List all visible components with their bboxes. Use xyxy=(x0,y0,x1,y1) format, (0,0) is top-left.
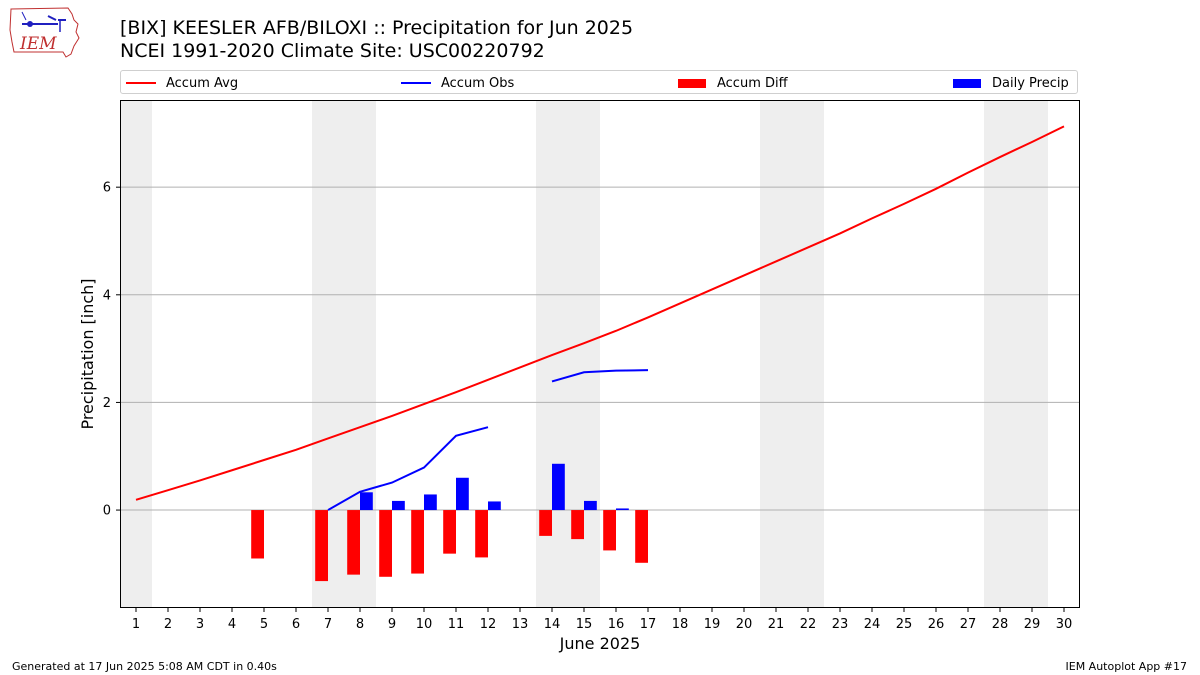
x-tick-label: 18 xyxy=(672,617,689,632)
chart-legend: Accum Avg Accum Obs Accum Diff Daily Pre… xyxy=(120,70,1078,94)
x-tick-label: 8 xyxy=(356,617,364,632)
accum-diff-bar xyxy=(539,510,552,536)
y-tick-label: 0 xyxy=(103,504,111,519)
accum-diff-bar xyxy=(411,510,424,574)
legend-swatch-daily-precip xyxy=(953,78,981,88)
y-tick-label: 2 xyxy=(103,396,111,411)
x-tick-label: 1 xyxy=(132,617,140,632)
x-tick-label: 14 xyxy=(544,617,561,632)
iem-logo: IEM xyxy=(8,6,80,58)
legend-item-accum-obs: Accum Obs xyxy=(401,74,514,92)
weekend-bands xyxy=(120,100,1048,608)
daily-precip-bar xyxy=(424,494,437,511)
accum-avg-line xyxy=(135,125,1065,501)
x-tick-label: 15 xyxy=(576,617,593,632)
accum-diff-bar xyxy=(635,510,648,563)
daily-precip-bar xyxy=(488,501,501,511)
daily-precip-bar xyxy=(392,500,405,511)
legend-item-accum-diff: Accum Diff xyxy=(678,74,788,92)
accum-diff-bar xyxy=(571,510,584,540)
autoplot-app-label: IEM Autoplot App #17 xyxy=(1065,660,1188,673)
x-tick-label: 17 xyxy=(640,617,657,632)
daily-precip-bar xyxy=(552,463,565,511)
x-tick-label: 5 xyxy=(260,617,268,632)
daily-precip-bar xyxy=(616,508,629,511)
x-tick-label: 12 xyxy=(480,617,497,632)
legend-item-accum-avg: Accum Avg xyxy=(126,74,238,92)
legend-label-accum-diff: Accum Diff xyxy=(717,75,788,91)
x-tick-label: 29 xyxy=(1024,617,1041,632)
accum-diff-bar xyxy=(251,510,264,559)
x-tick-label: 2 xyxy=(164,617,172,632)
legend-label-accum-obs: Accum Obs xyxy=(441,75,515,91)
y-tick-label: 4 xyxy=(103,288,111,303)
accum-diff-bar xyxy=(443,510,456,554)
x-tick-label: 10 xyxy=(416,617,433,632)
x-tick-label: 7 xyxy=(324,617,332,632)
weekend-band xyxy=(984,100,1048,608)
accum-diff-bar xyxy=(347,510,360,575)
iowa-map-logo-icon: IEM xyxy=(9,7,80,58)
svg-text:IEM: IEM xyxy=(19,34,57,54)
x-tick-label: 28 xyxy=(992,617,1009,632)
daily-precip-bar xyxy=(456,477,469,511)
x-tick-label: 9 xyxy=(388,617,396,632)
chart-subtitle: NCEI 1991-2020 Climate Site: USC00220792 xyxy=(120,40,545,62)
x-tick-label: 11 xyxy=(448,617,465,632)
grid-lines xyxy=(120,186,1080,511)
x-tick-label: 27 xyxy=(960,617,977,632)
legend-item-daily-precip: Daily Precip xyxy=(953,74,1069,92)
y-axis-ticks: 0 2 4 6 xyxy=(103,181,120,519)
series-lines xyxy=(135,125,1065,511)
weekend-band xyxy=(760,100,824,608)
chart-title: [BIX] KEESLER AFB/BILOXI :: Precipitatio… xyxy=(120,17,634,39)
legend-swatch-accum-obs xyxy=(401,82,431,84)
daily-precip-bars xyxy=(360,463,629,511)
x-tick-label: 30 xyxy=(1056,617,1073,632)
accum-diff-bar xyxy=(603,510,616,551)
x-tick-label: 6 xyxy=(292,617,300,632)
accum-obs-line xyxy=(551,369,649,383)
x-tick-label: 3 xyxy=(196,617,204,632)
accum-obs-line xyxy=(327,426,489,511)
x-tick-label: 22 xyxy=(800,617,817,632)
x-axis-ticks: 1 2 3 4 5 6 7 8 9 10 11 12 13 14 15 16 17 18 19 20 21 22 23 24 2… xyxy=(132,608,1072,632)
legend-swatch-accum-avg xyxy=(126,82,156,84)
x-tick-label: 13 xyxy=(512,617,529,632)
accum-diff-bar xyxy=(315,510,328,582)
accum-diff-bars xyxy=(251,510,648,582)
daily-precip-bar xyxy=(584,500,597,511)
x-tick-label: 4 xyxy=(228,617,236,632)
x-tick-label: 21 xyxy=(768,617,785,632)
x-tick-label: 25 xyxy=(896,617,913,632)
y-tick-label: 6 xyxy=(103,181,111,196)
plot-frame xyxy=(120,100,1080,608)
x-axis-label: June 2025 xyxy=(559,634,641,653)
generated-timestamp: Generated at 17 Jun 2025 5:08 AM CDT in … xyxy=(12,660,277,673)
y-axis-label: Precipitation [inch] xyxy=(78,278,97,429)
accum-diff-bar xyxy=(379,510,392,577)
legend-label-accum-avg: Accum Avg xyxy=(166,75,239,91)
legend-swatch-accum-diff xyxy=(678,78,706,88)
x-tick-label: 16 xyxy=(608,617,625,632)
legend-label-daily-precip: Daily Precip xyxy=(992,75,1069,91)
weekend-band xyxy=(120,100,152,608)
accum-diff-bar xyxy=(475,510,488,558)
x-tick-label: 19 xyxy=(704,617,721,632)
x-tick-label: 26 xyxy=(928,617,945,632)
x-tick-label: 24 xyxy=(864,617,881,632)
x-tick-label: 20 xyxy=(736,617,753,632)
daily-precip-bar xyxy=(360,492,373,511)
x-tick-label: 23 xyxy=(832,617,849,632)
